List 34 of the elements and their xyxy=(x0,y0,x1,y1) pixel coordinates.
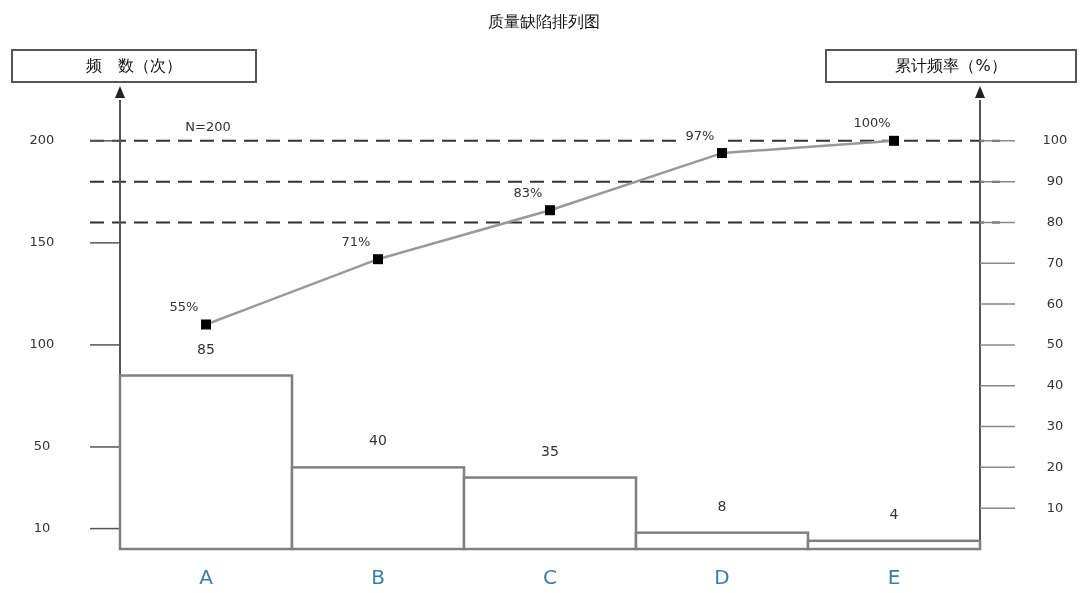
y-tick-label: 200 xyxy=(29,132,55,148)
y2-tick-label: 20 xyxy=(1046,458,1064,474)
y2-tick-label: 80 xyxy=(1046,213,1064,229)
ylabel: 频 数（次） xyxy=(86,55,182,75)
data-label: 100% xyxy=(853,115,891,131)
data-label: 83% xyxy=(513,184,543,200)
y-tick-label: 150 xyxy=(29,234,55,250)
data-label: 8 xyxy=(717,497,727,514)
y-tick-label: 50 xyxy=(33,438,51,454)
y2label: 累计频率（%） xyxy=(895,55,1007,75)
title: 质量缺陷排列图 xyxy=(488,11,600,31)
data-label: 85 xyxy=(197,340,215,357)
data-label: 4 xyxy=(889,505,899,522)
x-tick-label: D xyxy=(714,564,730,589)
y2-tick-label: 90 xyxy=(1046,173,1064,189)
y2-tick-label: 70 xyxy=(1046,254,1064,270)
data-label: 35 xyxy=(541,442,559,459)
data-label: 40 xyxy=(369,432,387,449)
data-label: 71% xyxy=(341,233,371,249)
x-tick-label: E xyxy=(887,564,901,589)
x-tick-label: B xyxy=(371,564,385,589)
y2-tick-label: 100 xyxy=(1042,132,1068,148)
y2-tick-label: 10 xyxy=(1046,499,1064,515)
data-label: 55% xyxy=(169,299,199,314)
y2-tick-label: 40 xyxy=(1046,377,1064,393)
x-tick-label: C xyxy=(543,564,557,589)
y-tick-label: 100 xyxy=(29,336,55,352)
annotation: N=200 xyxy=(185,119,231,135)
y2-tick-label: 50 xyxy=(1046,336,1064,352)
x-tick-label: A xyxy=(199,564,214,589)
y2-tick-label: 30 xyxy=(1046,418,1064,434)
y2-tick-label: 60 xyxy=(1046,295,1064,311)
y-tick-label: 10 xyxy=(33,520,51,536)
data-label: 97% xyxy=(685,127,715,143)
